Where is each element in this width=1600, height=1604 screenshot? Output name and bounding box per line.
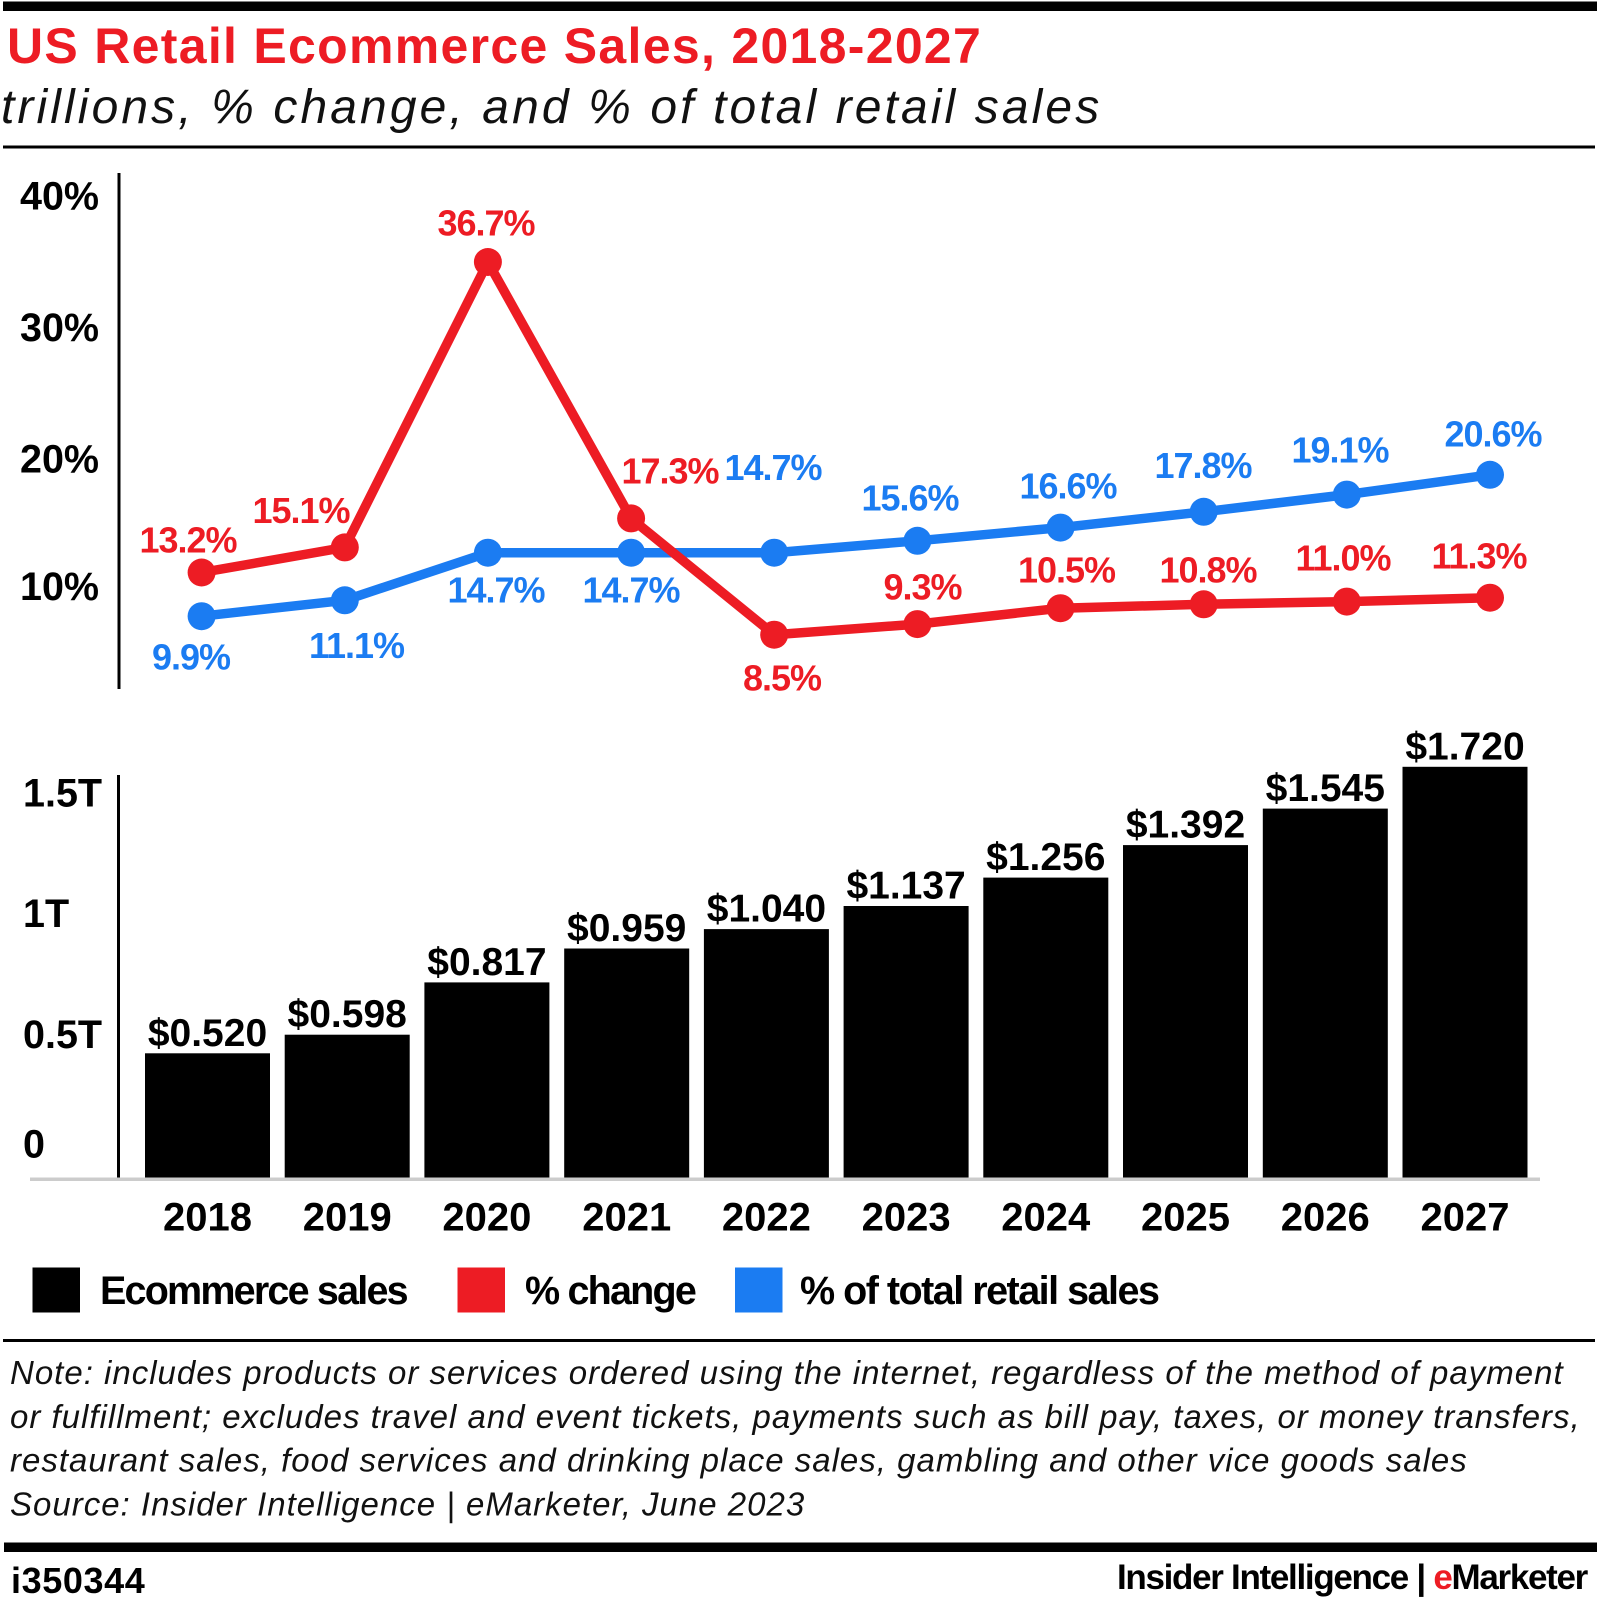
svg-text:$0.817: $0.817 bbox=[427, 941, 546, 984]
svg-text:10.5%: 10.5% bbox=[1018, 550, 1116, 591]
svg-text:30%: 30% bbox=[20, 306, 99, 350]
svg-text:or fulfillment; excludes trave: or fulfillment; excludes travel and even… bbox=[10, 1398, 1581, 1435]
svg-text:% of total retail sales: % of total retail sales bbox=[800, 1269, 1159, 1313]
svg-text:11.3%: 11.3% bbox=[1431, 536, 1527, 577]
svg-text:2023: 2023 bbox=[862, 1196, 951, 1240]
svg-text:1T: 1T bbox=[23, 892, 69, 936]
svg-text:11.0%: 11.0% bbox=[1295, 538, 1391, 579]
svg-text:2025: 2025 bbox=[1141, 1196, 1230, 1240]
svg-text:2022: 2022 bbox=[722, 1196, 811, 1240]
svg-text:$0.520: $0.520 bbox=[148, 1012, 267, 1055]
svg-text:19.1%: 19.1% bbox=[1291, 430, 1389, 471]
svg-text:Insider Intelligence | eMarket: Insider Intelligence | eMarketer bbox=[1117, 1558, 1589, 1597]
svg-text:i350344: i350344 bbox=[11, 1560, 145, 1601]
svg-text:$1.545: $1.545 bbox=[1266, 767, 1385, 810]
svg-text:2021: 2021 bbox=[582, 1196, 671, 1240]
svg-text:2026: 2026 bbox=[1281, 1196, 1370, 1240]
svg-text:$1.137: $1.137 bbox=[846, 865, 965, 908]
svg-text:2020: 2020 bbox=[442, 1196, 531, 1240]
svg-text:15.6%: 15.6% bbox=[861, 478, 959, 519]
svg-text:14.7%: 14.7% bbox=[447, 570, 545, 611]
svg-text:2024: 2024 bbox=[1001, 1196, 1091, 1240]
svg-text:40%: 40% bbox=[20, 174, 99, 218]
svg-text:US Retail Ecommerce Sales, 201: US Retail Ecommerce Sales, 2018-2027 bbox=[7, 18, 982, 74]
svg-text:14.7%: 14.7% bbox=[582, 570, 680, 611]
svg-text:17.8%: 17.8% bbox=[1154, 445, 1252, 486]
svg-text:Ecommerce sales: Ecommerce sales bbox=[100, 1269, 408, 1313]
svg-text:36.7%: 36.7% bbox=[437, 202, 535, 243]
svg-text:14.7%: 14.7% bbox=[724, 447, 822, 488]
svg-text:trillions, % change, and % of: trillions, % change, and % of total reta… bbox=[1, 81, 1102, 134]
svg-text:0.5T: 0.5T bbox=[23, 1013, 102, 1057]
svg-text:$1.256: $1.256 bbox=[986, 836, 1105, 879]
svg-text:$1.040: $1.040 bbox=[707, 888, 826, 931]
svg-text:2019: 2019 bbox=[303, 1196, 392, 1240]
svg-text:13.2%: 13.2% bbox=[139, 519, 237, 560]
svg-text:$0.959: $0.959 bbox=[567, 907, 686, 950]
svg-text:1.5T: 1.5T bbox=[23, 771, 102, 815]
svg-text:2018: 2018 bbox=[163, 1196, 252, 1240]
svg-text:11.1%: 11.1% bbox=[309, 625, 405, 666]
svg-text:9.9%: 9.9% bbox=[152, 637, 231, 678]
svg-text:10%: 10% bbox=[20, 565, 99, 609]
svg-text:$1.720: $1.720 bbox=[1405, 725, 1524, 768]
svg-text:2027: 2027 bbox=[1421, 1196, 1510, 1240]
svg-text:10.8%: 10.8% bbox=[1159, 550, 1257, 591]
svg-text:15.1%: 15.1% bbox=[252, 490, 350, 531]
svg-text:20%: 20% bbox=[20, 437, 99, 481]
svg-text:$1.392: $1.392 bbox=[1126, 804, 1245, 847]
svg-text:Note: includes products or ser: Note: includes products or services orde… bbox=[10, 1354, 1564, 1391]
svg-text:8.5%: 8.5% bbox=[743, 658, 822, 699]
svg-text:% change: % change bbox=[525, 1269, 696, 1313]
svg-text:restaurant sales, food service: restaurant sales, food services and drin… bbox=[10, 1442, 1468, 1479]
svg-text:$0.598: $0.598 bbox=[288, 993, 407, 1036]
svg-text:Source: Insider Intelligence |: Source: Insider Intelligence | eMarketer… bbox=[10, 1485, 805, 1522]
svg-text:9.3%: 9.3% bbox=[883, 567, 962, 608]
svg-text:16.6%: 16.6% bbox=[1019, 466, 1117, 507]
svg-text:0: 0 bbox=[23, 1122, 45, 1166]
svg-text:20.6%: 20.6% bbox=[1444, 414, 1542, 455]
svg-text:17.3%: 17.3% bbox=[621, 451, 719, 492]
